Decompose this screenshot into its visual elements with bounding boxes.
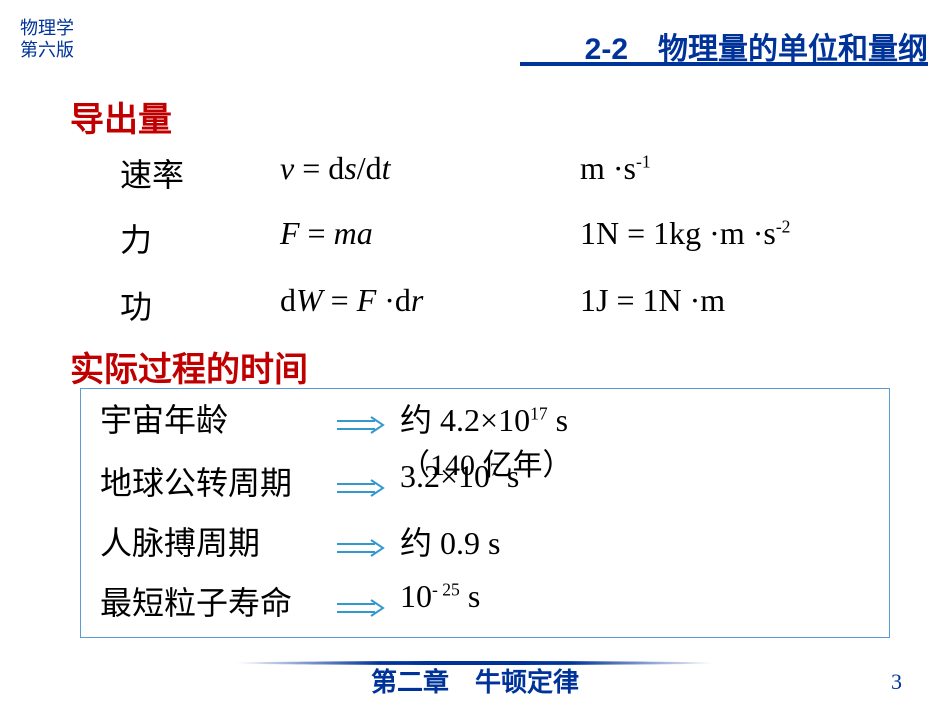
arrow-icon [335, 588, 387, 625]
row-unit: 1N = 1kg ·m ·s-2 [580, 215, 790, 252]
header-left-line2: 第六版 [20, 40, 74, 62]
header-left: 物理学 第六版 [20, 18, 74, 61]
row-label: 功 [120, 282, 152, 328]
arrow-icon [335, 528, 387, 565]
row-unit: 1J = 1N ·m [580, 282, 725, 319]
arrow-icon [335, 468, 387, 505]
row-unit: m ·s-1 [580, 150, 651, 187]
timescale-value: 3.2×107 s [400, 458, 519, 495]
timescale-label: 人脉搏周期 [100, 518, 260, 564]
timescale-value: 10- 25 s [400, 578, 480, 615]
row-label: 力 [120, 215, 152, 261]
timescale-label: 宇宙年龄 [100, 395, 228, 441]
timescale-value: 约 4.2×1017 s [400, 395, 568, 441]
header-left-line1: 物理学 [20, 18, 74, 40]
timescale-label: 最短粒子寿命 [100, 578, 292, 624]
row-label: 速率 [120, 150, 184, 196]
section1-title: 导出量 [70, 92, 172, 141]
timescale-value: 约 0.9 s [400, 518, 500, 564]
arrow-icon [335, 405, 387, 442]
row-formula: v = ds/dt [280, 150, 390, 187]
row-formula: dW = F ·dr [280, 282, 423, 319]
row-formula: F = ma [280, 215, 373, 252]
timescale-label: 地球公转周期 [100, 458, 292, 504]
footer-title: 第二章 牛顿定律 [371, 662, 579, 699]
header-underline [520, 62, 928, 66]
section2-title: 实际过程的时间 [70, 342, 308, 391]
page-number: 3 [891, 669, 902, 695]
